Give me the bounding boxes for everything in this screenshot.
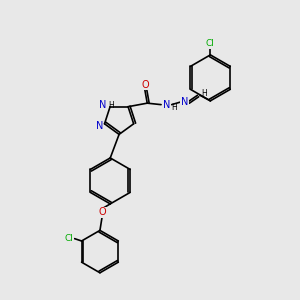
Text: O: O (141, 80, 149, 90)
Text: O: O (98, 207, 106, 217)
Text: H: H (108, 101, 114, 110)
Text: H: H (201, 89, 207, 98)
Text: N: N (181, 97, 188, 107)
Text: Cl: Cl (65, 234, 74, 243)
Text: N: N (95, 121, 103, 131)
Text: N: N (99, 100, 106, 110)
Text: Cl: Cl (206, 39, 215, 48)
Text: N: N (163, 100, 170, 110)
Text: H: H (171, 103, 177, 112)
